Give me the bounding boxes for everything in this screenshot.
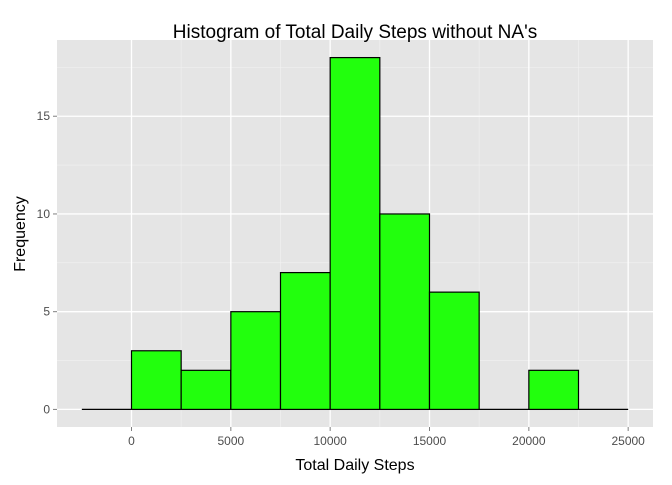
histogram-bars	[81, 56, 629, 411]
x-tick-label: 15000	[413, 434, 447, 448]
x-tick-label: 20000	[512, 434, 546, 448]
x-tick-label: 25000	[611, 434, 645, 448]
chart-title: Histogram of Total Daily Steps without N…	[173, 22, 537, 43]
y-tick-label: 0	[43, 402, 50, 416]
y-tick-label: 10	[37, 207, 51, 221]
histogram-bar	[379, 213, 431, 411]
x-tick-label: 10000	[313, 434, 347, 448]
histogram-bar	[130, 350, 182, 411]
histogram-bar	[279, 271, 331, 411]
y-tick-label: 5	[43, 305, 50, 319]
y-axis-label: Frequency	[12, 196, 29, 272]
histogram-bar	[180, 369, 232, 411]
x-axis-label: Total Daily Steps	[295, 457, 414, 474]
y-axis-ticks: 0 5 10 15	[37, 109, 57, 416]
x-tick-label: 5000	[217, 434, 244, 448]
x-tick-label: 0	[128, 434, 135, 448]
histogram-bar	[528, 369, 580, 411]
histogram-bar	[428, 291, 480, 411]
histogram-bar	[329, 56, 381, 411]
y-tick-label: 15	[37, 109, 51, 123]
histogram-bar	[230, 311, 282, 411]
x-axis-ticks: 0 5000 10000 15000 20000 25000	[128, 427, 645, 448]
